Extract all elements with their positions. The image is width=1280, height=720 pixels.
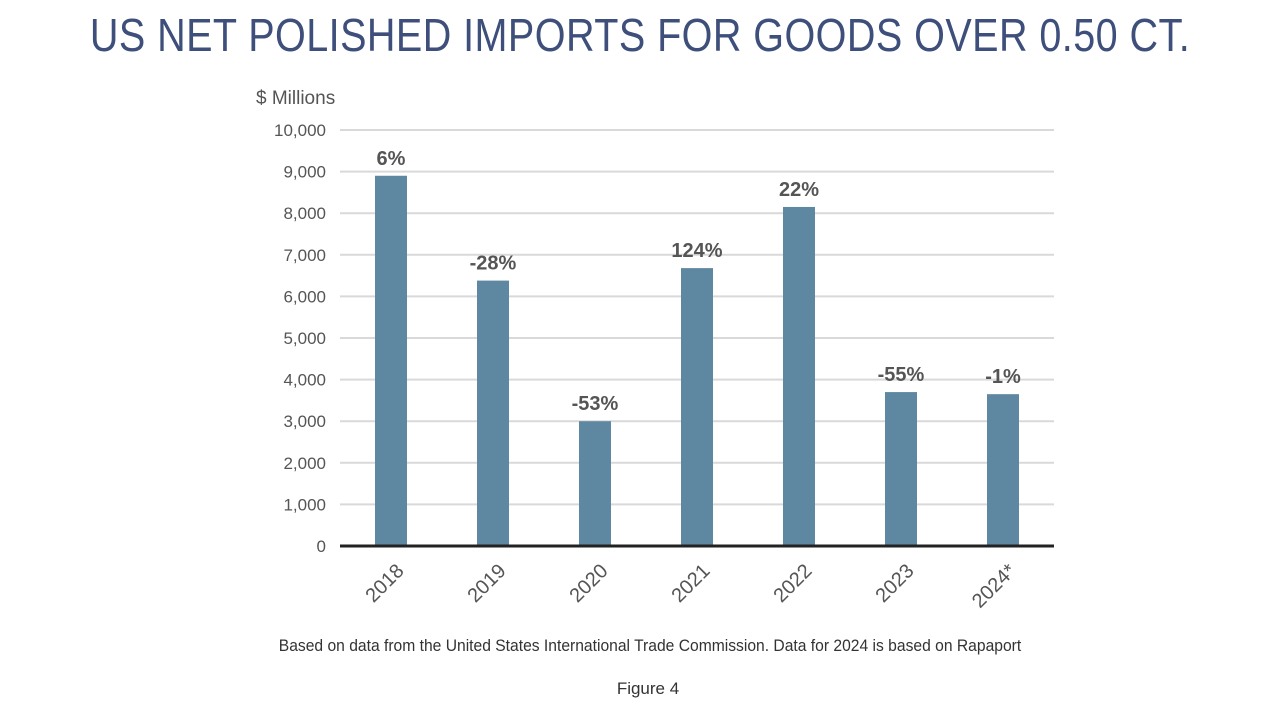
y-tick-label: 7,000 <box>283 246 326 265</box>
y-tick-label: 10,000 <box>274 121 326 140</box>
x-tick-label: 2018 <box>362 560 409 607</box>
x-tick-label: 2023 <box>872 560 919 607</box>
bar-chart: $ Millions 0 1,000 2,000 3,000 4,000 5,000 6,0… <box>256 88 1054 613</box>
bar <box>375 175 407 546</box>
bars <box>375 175 1019 546</box>
bar-data-label: -53% <box>572 393 619 415</box>
bar-data-label: 6% <box>377 148 406 170</box>
y-tick-label: 3,000 <box>283 412 326 431</box>
y-axis-title: $ Millions <box>256 88 335 109</box>
bar <box>987 394 1019 546</box>
bar <box>885 392 917 546</box>
bar <box>783 206 815 546</box>
x-tick-label: 2020 <box>566 560 613 607</box>
bar <box>579 421 611 546</box>
x-tick-label: 2024* <box>968 560 1021 613</box>
bar <box>477 280 509 546</box>
y-tick-label: 9,000 <box>283 163 326 182</box>
y-tick-label: 2,000 <box>283 454 326 473</box>
y-tick-label: 6,000 <box>283 287 326 306</box>
bar-data-label: -1% <box>985 366 1021 388</box>
y-tick-label: 1,000 <box>283 495 326 514</box>
chart-title: US NET POLISHED IMPORTS FOR GOODS OVER 0… <box>89 9 1191 61</box>
bar-data-label: -55% <box>878 364 925 386</box>
y-tick-label: 4,000 <box>283 371 326 390</box>
figure-label: Figure 4 <box>616 679 680 698</box>
y-axis-ticks: 0 1,000 2,000 3,000 4,000 5,000 6,000 7,000 8,00… <box>274 121 326 556</box>
bar-labels: 6% -28% -53% 124% 22% -55% -1% <box>377 148 1021 415</box>
y-tick-label: 8,000 <box>283 204 326 223</box>
footnote: Based on data from the United States Int… <box>278 636 1022 655</box>
y-tick-label: 5,000 <box>283 329 326 348</box>
x-tick-label: 2019 <box>464 560 511 607</box>
y-tick-label: 0 <box>317 537 326 556</box>
bar <box>681 268 713 546</box>
bar-data-label: -28% <box>470 253 517 275</box>
x-tick-label: 2021 <box>668 560 715 607</box>
x-axis-labels: 2018 2019 2020 2021 2022 2023 2024* <box>362 560 1021 613</box>
bar-data-label: 22% <box>779 179 819 201</box>
x-tick-label: 2022 <box>770 560 817 607</box>
bar-data-label: 124% <box>671 240 722 262</box>
